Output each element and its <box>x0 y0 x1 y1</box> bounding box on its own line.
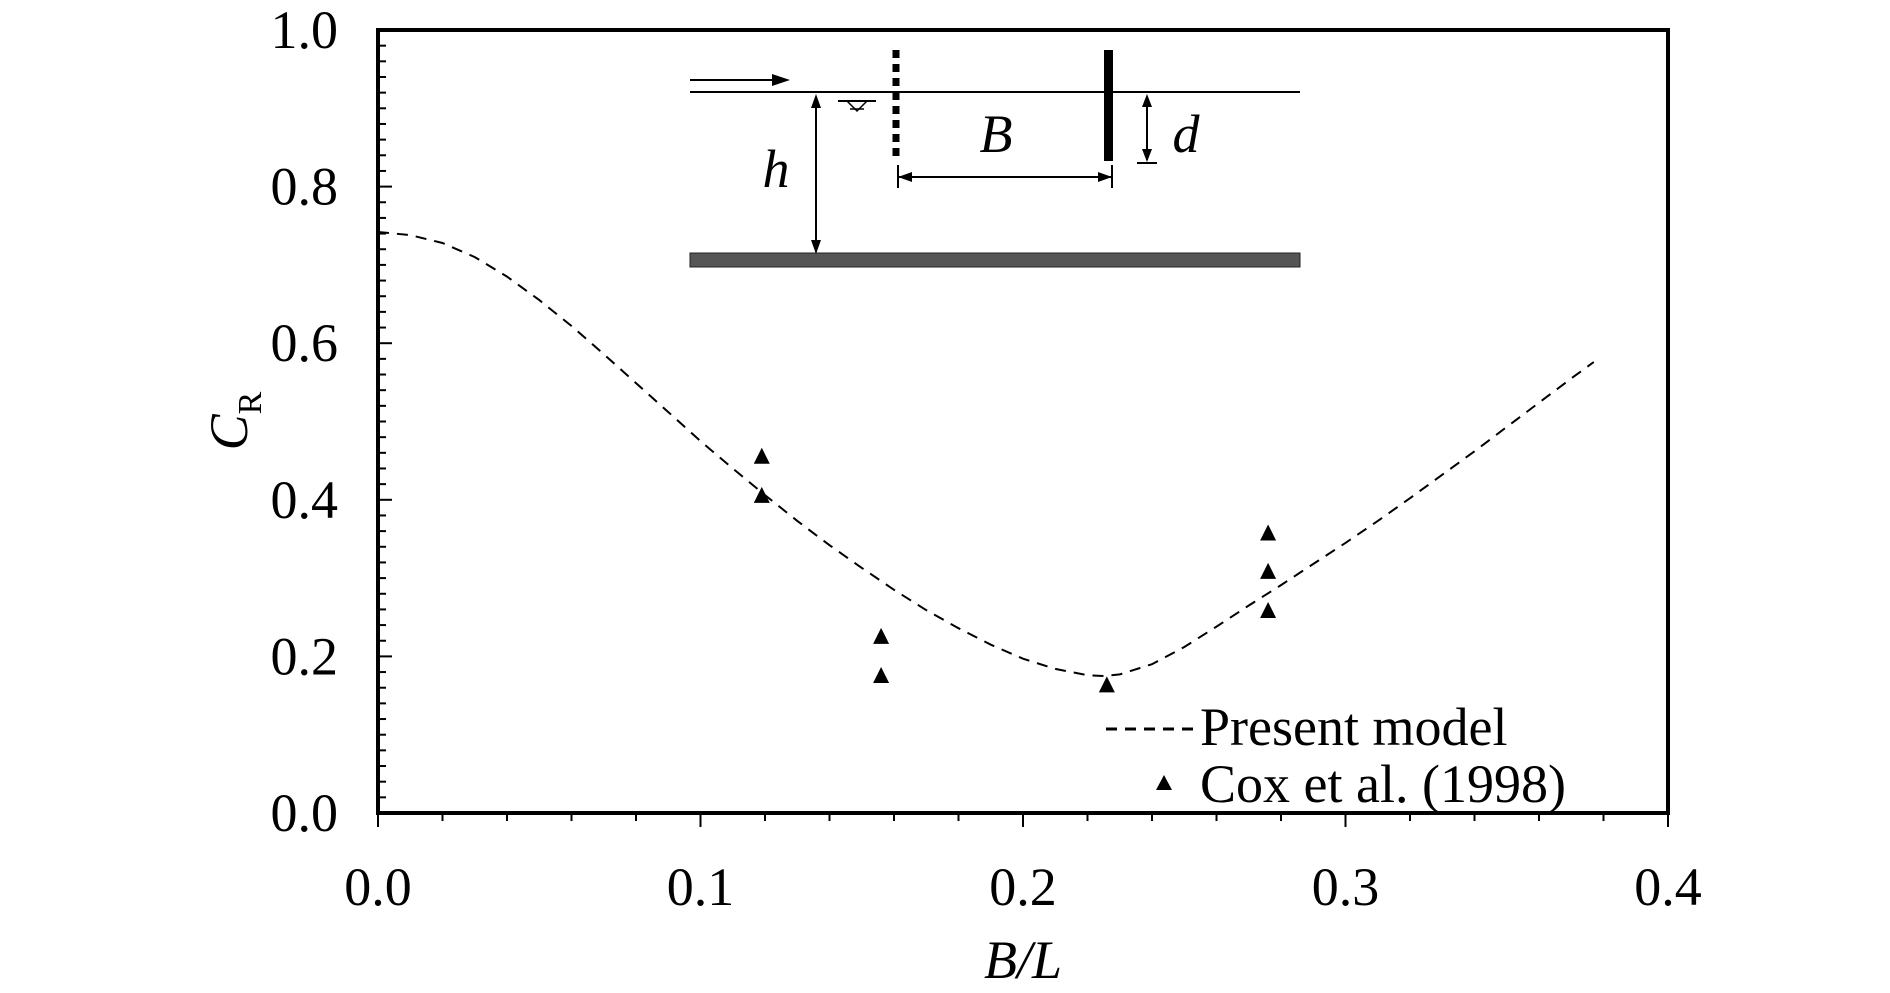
x-axis-title: B/L <box>984 930 1062 990</box>
x-tick-label: 0.3 <box>1312 857 1380 917</box>
inset-free-surface-symbol-triangle <box>845 100 869 113</box>
inset-schematic: h B d <box>689 50 1301 268</box>
y-axis-tick-labels: 0.0 0.2 0.4 0.6 0.8 1.0 <box>271 0 339 843</box>
x-tick-label: 0.2 <box>989 857 1057 917</box>
y-tick-label: 1.0 <box>271 0 339 60</box>
y-tick-label: 0.0 <box>271 783 339 843</box>
inset-depth-arrow-head-bottom <box>811 240 821 254</box>
y-axis-title-main: C <box>199 413 259 450</box>
y-axis-title-sub: R <box>232 391 269 414</box>
legend-cox-et-al-swatch <box>1156 775 1172 790</box>
data-point-triangle <box>1098 676 1115 693</box>
inset-draft-arrow-head-bottom <box>1142 149 1152 162</box>
y-axis-ticks <box>378 29 392 814</box>
x-tick-label: 0.4 <box>1634 857 1702 917</box>
series-cox-et-al-points <box>753 447 1277 693</box>
data-point-triangle <box>873 666 890 683</box>
inset-draft-arrow-head-top <box>1142 94 1152 107</box>
series-present-model-line <box>377 231 1595 678</box>
data-point-triangle <box>753 447 770 464</box>
inset-label-b: B <box>980 104 1013 164</box>
data-point-triangle <box>1260 562 1277 579</box>
inset-seabed <box>689 252 1301 268</box>
inset-spacing-arrow-head-right <box>1098 172 1112 182</box>
inset-incoming-arrow-head <box>772 74 790 86</box>
inset-label-d: d <box>1173 104 1201 164</box>
inset-solid-barrier <box>1104 50 1113 161</box>
y-tick-label: 0.6 <box>271 313 339 373</box>
inset-depth-arrow-head-top <box>811 94 821 108</box>
y-tick-label: 0.2 <box>271 626 339 686</box>
inset-spacing-arrow-head-left <box>898 172 912 182</box>
inset-label-h: h <box>763 139 790 199</box>
legend-cox-et-al-label: Cox et al. (1998) <box>1200 754 1566 814</box>
plot-area-frame <box>376 28 1670 815</box>
legend: Present model Cox et al. (1998) <box>1106 697 1566 814</box>
y-tick-label: 0.8 <box>271 157 339 217</box>
x-axis-ticks <box>377 813 1669 827</box>
y-axis-title: CR <box>199 391 269 450</box>
data-point-triangle <box>873 627 890 644</box>
data-point-triangle <box>1260 524 1277 541</box>
data-point-triangle <box>1260 601 1277 618</box>
x-tick-label: 0.0 <box>344 857 412 917</box>
x-tick-label: 0.1 <box>667 857 735 917</box>
data-point-triangle <box>753 486 770 503</box>
legend-present-model-label: Present model <box>1200 697 1507 757</box>
x-axis-tick-labels: 0.0 0.1 0.2 0.3 0.4 <box>344 857 1702 917</box>
y-tick-label: 0.4 <box>271 470 339 530</box>
